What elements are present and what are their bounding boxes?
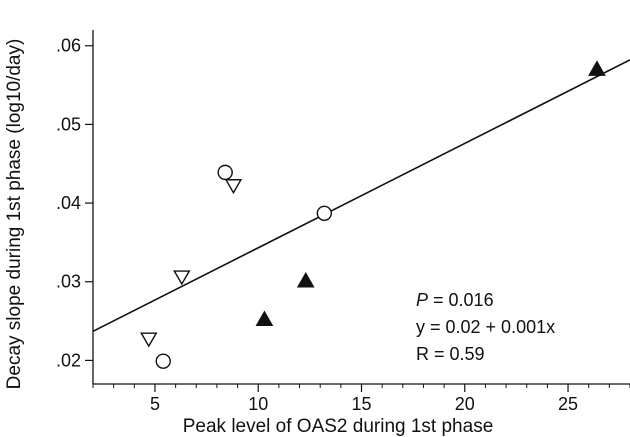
ticks: 5 10 15 20 25 .02 .03 .04 .05 .06	[56, 36, 630, 414]
open-circle-point	[316, 205, 333, 221]
open-circle-point	[155, 353, 171, 369]
p-label: P	[416, 290, 428, 310]
p-value-annotation: P = 0.016	[416, 290, 494, 310]
open-circle-point	[217, 164, 233, 181]
x-axis-label: Peak level of OAS2 during 1st phase	[183, 416, 494, 437]
filled-triangle-up-point	[296, 271, 315, 288]
y-tick-label: .04	[56, 193, 81, 213]
y-tick-label: .03	[56, 272, 81, 292]
p-value: = 0.016	[428, 290, 494, 310]
x-tick-label: 15	[351, 394, 371, 414]
regression-layer	[92, 59, 630, 333]
data-points	[140, 60, 606, 369]
r-value-annotation: R = 0.59	[416, 344, 485, 364]
x-tick-label: 20	[455, 394, 475, 414]
open-triangle-down-point	[173, 270, 191, 286]
x-tick-label: 5	[150, 394, 160, 414]
filled-triangle-up-point	[588, 60, 606, 76]
stats-annotation: P = 0.016 y = 0.02 + 0.001x R = 0.59	[416, 290, 555, 364]
y-tick-label: .06	[56, 36, 81, 56]
open-triangle-down-point	[224, 179, 243, 195]
open-triangle-down-point	[140, 332, 158, 348]
y-axis-label: Decay slope during 1st phase (log10/day)	[4, 39, 25, 390]
x-tick-label: 25	[558, 394, 578, 414]
x-tick-label: 10	[248, 394, 268, 414]
equation-annotation: y = 0.02 + 0.001x	[416, 317, 555, 337]
y-tick-label: .05	[56, 114, 81, 134]
filled-triangle-up-point	[255, 310, 274, 326]
y-tick-label: .02	[56, 350, 81, 370]
regression-line	[92, 59, 630, 333]
